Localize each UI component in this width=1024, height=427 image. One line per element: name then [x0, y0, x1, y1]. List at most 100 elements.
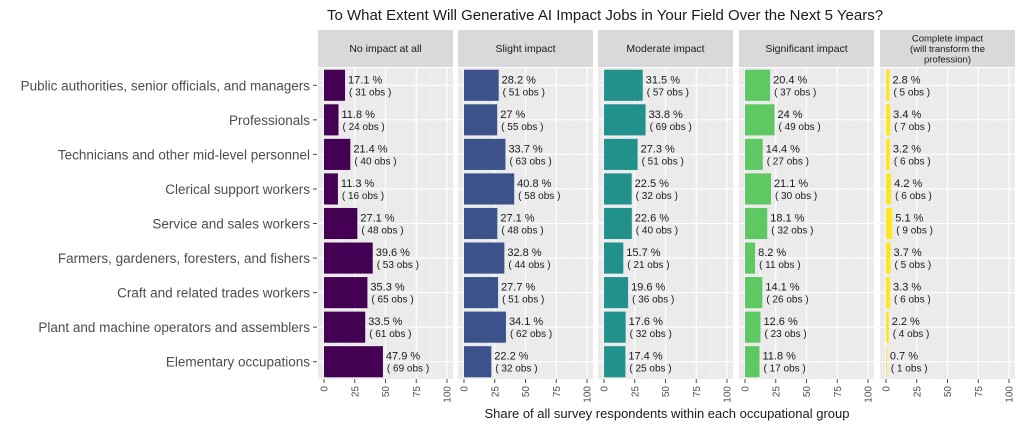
bar-moderate-impact-craft-and-related-trades-workers [604, 277, 629, 309]
value-label-no-impact-at-all-clerical-support-workers: 11.3 % [341, 178, 375, 190]
obs-label-slight-impact-farmers-gardeners-foresters-and-fishers: ( 44 obs ) [508, 260, 550, 271]
obs-label-significant-impact-public-authorities-senior-officials-and-managers: ( 37 obs ) [774, 87, 816, 98]
x-tick-label-significant-impact: 75 [833, 386, 844, 398]
value-label-complete-impact-will-transform-the-profession-service-and-sales-workers: 5.1 % [895, 213, 923, 225]
bar-moderate-impact-service-and-sales-workers [604, 207, 632, 240]
facet-strip-no-impact-at-all [318, 30, 453, 67]
obs-label-no-impact-at-all-elementary-occupations: ( 69 obs ) [387, 364, 429, 375]
value-label-complete-impact-will-transform-the-profession-clerical-support-workers: 4.2 % [894, 178, 922, 190]
bar-complete-impact-will-transform-the-profession-craft-and-related-trades-workers [886, 277, 891, 309]
x-tick-label-complete-impact-will-transform-the-profession: 0 [882, 386, 893, 392]
x-tick-label-complete-impact-will-transform-the-profession: 25 [912, 386, 923, 398]
facet-strip-label-moderate-impact: Moderate impact [626, 43, 704, 55]
value-label-significant-impact-public-authorities-senior-officials-and-managers: 20.4 % [773, 74, 807, 86]
x-tick-label-significant-impact: 0 [741, 386, 752, 392]
obs-label-slight-impact-technicians-and-other-mid-level-personnel: ( 63 obs ) [509, 156, 551, 167]
obs-label-slight-impact-clerical-support-workers: ( 58 obs ) [518, 191, 560, 202]
x-tick-label-slight-impact: 100 [583, 386, 594, 403]
bar-complete-impact-will-transform-the-profession-technicians-and-other-mid-level-personnel [886, 138, 890, 170]
facet-strip-label-complete-impact-will-transform-the-profession: profession) [924, 55, 971, 66]
obs-label-significant-impact-elementary-occupations: ( 17 obs ) [764, 364, 806, 375]
bar-no-impact-at-all-professionals [324, 104, 339, 136]
obs-label-complete-impact-will-transform-the-profession-public-authorities-senior-officials-and-managers: ( 5 obs ) [893, 87, 930, 98]
value-label-slight-impact-professionals: 27 % [500, 109, 525, 121]
bar-significant-impact-service-and-sales-workers [745, 207, 768, 240]
obs-label-no-impact-at-all-craft-and-related-trades-workers: ( 65 obs ) [371, 295, 413, 306]
facet-strip-label-no-impact-at-all: No impact at all [349, 43, 421, 55]
value-label-moderate-impact-public-authorities-senior-officials-and-managers: 31.5 % [646, 74, 680, 86]
bar-no-impact-at-all-farmers-gardeners-foresters-and-fishers [324, 242, 373, 274]
facet-strip-complete-impact-will-transform-the-profession [880, 30, 1015, 67]
category-label-craft-and-related-trades-workers: Craft and related trades workers [117, 286, 310, 301]
obs-label-no-impact-at-all-public-authorities-senior-officials-and-managers: ( 31 obs ) [349, 87, 391, 98]
bar-significant-impact-public-authorities-senior-officials-and-managers [745, 69, 771, 101]
obs-label-complete-impact-will-transform-the-profession-plant-and-machine-operators-and-assemblers: ( 4 obs ) [893, 329, 930, 340]
value-label-significant-impact-professionals: 24 % [778, 109, 803, 121]
bar-no-impact-at-all-technicians-and-other-mid-level-personnel [324, 138, 351, 170]
obs-label-slight-impact-craft-and-related-trades-workers: ( 51 obs ) [502, 295, 544, 306]
value-label-no-impact-at-all-technicians-and-other-mid-level-personnel: 21.4 % [353, 143, 387, 155]
bar-complete-impact-will-transform-the-profession-elementary-occupations [886, 346, 887, 378]
obs-label-slight-impact-public-authorities-senior-officials-and-managers: ( 51 obs ) [503, 87, 545, 98]
x-tick-label-significant-impact: 25 [771, 386, 782, 398]
bar-significant-impact-elementary-occupations [745, 346, 760, 378]
obs-label-slight-impact-elementary-occupations: ( 32 obs ) [495, 364, 537, 375]
x-tick-label-complete-impact-will-transform-the-profession: 50 [943, 386, 954, 398]
x-tick-label-slight-impact: 0 [460, 386, 471, 392]
obs-label-significant-impact-farmers-gardeners-foresters-and-fishers: ( 11 obs ) [759, 260, 801, 271]
x-tick-label-slight-impact: 50 [521, 386, 532, 398]
x-tick-label-moderate-impact: 0 [600, 386, 611, 392]
x-tick-label-significant-impact: 100 [864, 386, 875, 403]
value-label-moderate-impact-technicians-and-other-mid-level-personnel: 27.3 % [641, 143, 675, 155]
category-label-technicians-and-other-mid-level-personnel: Technicians and other mid-level personne… [58, 147, 310, 162]
x-tick-label-complete-impact-will-transform-the-profession: 100 [1005, 386, 1016, 403]
obs-label-significant-impact-professionals: ( 49 obs ) [779, 122, 821, 133]
value-label-significant-impact-farmers-gardeners-foresters-and-fishers: 8.2 % [758, 247, 786, 259]
value-label-complete-impact-will-transform-the-profession-plant-and-machine-operators-and-assemblers: 2.2 % [892, 316, 920, 328]
facet-strip-label-significant-impact: Significant impact [765, 43, 847, 55]
obs-label-significant-impact-technicians-and-other-mid-level-personnel: ( 27 obs ) [767, 156, 809, 167]
obs-label-complete-impact-will-transform-the-profession-service-and-sales-workers: ( 9 obs ) [896, 226, 933, 237]
bar-no-impact-at-all-plant-and-machine-operators-and-assemblers [324, 311, 366, 343]
value-label-complete-impact-will-transform-the-profession-craft-and-related-trades-workers: 3.3 % [893, 282, 921, 294]
value-label-complete-impact-will-transform-the-profession-technicians-and-other-mid-level-personnel: 3.2 % [893, 143, 921, 155]
obs-label-moderate-impact-farmers-gardeners-foresters-and-fishers: ( 21 obs ) [627, 260, 669, 271]
bar-moderate-impact-professionals [604, 104, 646, 136]
value-label-complete-impact-will-transform-the-profession-elementary-occupations: 0.7 % [890, 351, 918, 363]
value-label-complete-impact-will-transform-the-profession-farmers-gardeners-foresters-and-fishers: 3.7 % [894, 247, 922, 259]
bar-slight-impact-service-and-sales-workers [464, 207, 498, 240]
obs-label-complete-impact-will-transform-the-profession-farmers-gardeners-foresters-and-fishers: ( 5 obs ) [895, 260, 932, 271]
value-label-no-impact-at-all-farmers-gardeners-foresters-and-fishers: 39.6 % [376, 247, 410, 259]
value-label-moderate-impact-farmers-gardeners-foresters-and-fishers: 15.7 % [626, 247, 660, 259]
bar-significant-impact-clerical-support-workers [745, 173, 771, 205]
bar-no-impact-at-all-clerical-support-workers [324, 173, 338, 205]
bar-moderate-impact-elementary-occupations [604, 346, 626, 378]
bar-slight-impact-farmers-gardeners-foresters-and-fishers [464, 242, 505, 274]
bar-complete-impact-will-transform-the-profession-clerical-support-workers [886, 173, 892, 205]
bar-significant-impact-plant-and-machine-operators-and-assemblers [745, 311, 761, 343]
obs-label-moderate-impact-craft-and-related-trades-workers: ( 36 obs ) [632, 295, 674, 306]
category-label-farmers-gardeners-foresters-and-fishers: Farmers, gardeners, foresters, and fishe… [58, 251, 310, 266]
value-label-no-impact-at-all-service-and-sales-workers: 27.1 % [360, 213, 394, 225]
value-label-no-impact-at-all-public-authorities-senior-officials-and-managers: 17.1 % [348, 74, 382, 86]
obs-label-no-impact-at-all-plant-and-machine-operators-and-assemblers: ( 61 obs ) [369, 329, 411, 340]
bar-moderate-impact-clerical-support-workers [604, 173, 632, 205]
facet-strip-label-slight-impact: Slight impact [495, 43, 555, 55]
obs-label-significant-impact-plant-and-machine-operators-and-assemblers: ( 23 obs ) [764, 329, 806, 340]
bar-slight-impact-clerical-support-workers [464, 173, 515, 205]
obs-label-significant-impact-service-and-sales-workers: ( 32 obs ) [771, 226, 813, 237]
obs-label-complete-impact-will-transform-the-profession-clerical-support-workers: ( 6 obs ) [895, 191, 932, 202]
bar-slight-impact-craft-and-related-trades-workers [464, 277, 499, 309]
value-label-moderate-impact-professionals: 33.8 % [649, 109, 683, 121]
value-label-moderate-impact-craft-and-related-trades-workers: 19.6 % [631, 282, 665, 294]
facet-strip-slight-impact [458, 30, 593, 67]
x-tick-label-no-impact-at-all: 0 [320, 386, 331, 392]
value-label-significant-impact-craft-and-related-trades-workers: 14.1 % [765, 282, 799, 294]
bar-slight-impact-elementary-occupations [464, 346, 492, 378]
obs-label-significant-impact-craft-and-related-trades-workers: ( 26 obs ) [766, 295, 808, 306]
obs-label-complete-impact-will-transform-the-profession-craft-and-related-trades-workers: ( 6 obs ) [894, 295, 931, 306]
x-tick-label-moderate-impact: 50 [661, 386, 672, 398]
bar-no-impact-at-all-service-and-sales-workers [324, 207, 358, 240]
value-label-no-impact-at-all-craft-and-related-trades-workers: 35.3 % [370, 282, 404, 294]
obs-label-complete-impact-will-transform-the-profession-elementary-occupations: ( 1 obs ) [891, 364, 928, 375]
